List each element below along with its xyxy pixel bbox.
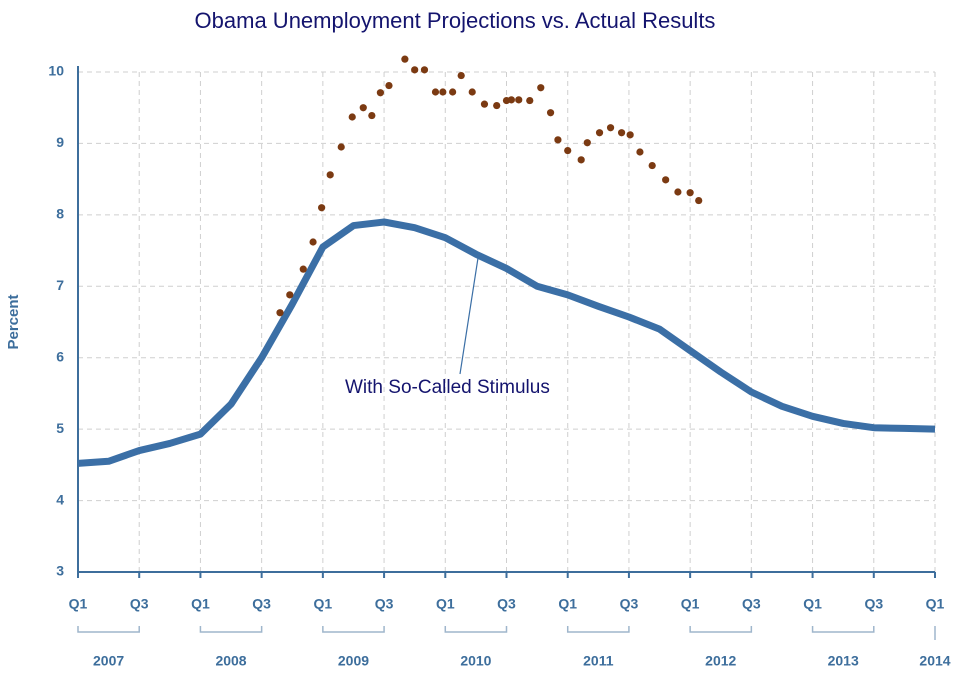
scatter-point xyxy=(493,101,501,110)
y-tick-label: 9 xyxy=(56,134,64,150)
year-label: 2007 xyxy=(93,653,124,669)
x-tick-label: Q1 xyxy=(926,596,945,612)
x-tick-label: Q1 xyxy=(436,596,455,612)
scatter-point xyxy=(299,265,307,273)
y-tick-label: 3 xyxy=(56,563,64,579)
x-tick-label: Q1 xyxy=(69,596,88,612)
scatter-point xyxy=(583,139,591,147)
year-bracket xyxy=(322,626,385,633)
scatter-point xyxy=(420,66,429,74)
year-label: 2010 xyxy=(460,653,491,669)
scatter-point xyxy=(385,81,393,90)
x-tick-label: Q3 xyxy=(742,596,761,612)
scatter-point xyxy=(468,88,476,96)
y-tick-label: 4 xyxy=(56,491,64,507)
x-tick-label: Q3 xyxy=(497,596,516,612)
scatter-point xyxy=(595,129,604,137)
year-bracket xyxy=(444,626,508,633)
year-label: 2009 xyxy=(338,653,369,669)
scatter-point xyxy=(348,113,356,121)
scatter-point xyxy=(411,66,419,74)
y-tick-label: 8 xyxy=(56,206,64,222)
annotation: With So-Called Stimulus xyxy=(345,377,550,398)
annotation-pointer xyxy=(459,257,479,375)
scatter-point xyxy=(431,88,440,96)
scatter-point xyxy=(526,96,534,105)
scatter-point xyxy=(617,129,626,137)
x-tick-label: Q3 xyxy=(252,596,271,612)
x-tick-label: Q3 xyxy=(864,596,883,612)
y-tick-label: 7 xyxy=(56,277,64,293)
scatter-point xyxy=(318,204,326,212)
chart-title: Obama Unemployment Projections vs. Actua… xyxy=(195,8,716,33)
y-axis-label: Percent xyxy=(5,294,22,349)
scatter-point xyxy=(376,89,384,97)
scatter-point xyxy=(457,71,465,80)
year-bracket xyxy=(199,626,263,633)
year-bracket xyxy=(811,626,875,633)
scatter-point xyxy=(577,156,585,164)
scatter-point xyxy=(674,188,682,196)
year-label: 2014 xyxy=(919,653,950,669)
year-bracket xyxy=(689,626,753,633)
scatter-point xyxy=(636,148,644,156)
x-tick-label: Q3 xyxy=(130,596,149,612)
scatter-point xyxy=(537,84,545,92)
scatter-point xyxy=(401,55,409,63)
scatter-point xyxy=(695,196,703,205)
scatter-point xyxy=(337,143,345,151)
year-bracket xyxy=(566,626,630,633)
scatter-point xyxy=(276,309,284,317)
scatter-point xyxy=(626,131,634,139)
scatter-point xyxy=(309,238,317,246)
year-bracket xyxy=(77,626,140,633)
scatter-point xyxy=(507,96,515,104)
scatter-point xyxy=(439,88,447,96)
scatter-point xyxy=(546,109,555,117)
scatter-point xyxy=(326,171,334,179)
y-tick-label: 6 xyxy=(56,348,64,364)
scatter-point xyxy=(686,189,694,197)
year-label: 2011 xyxy=(583,653,614,669)
x-tick-label: Q1 xyxy=(681,596,700,612)
scatter-point xyxy=(368,111,376,120)
scatter-point xyxy=(359,104,367,112)
year-label: 2013 xyxy=(828,653,859,669)
year-label: 2008 xyxy=(215,653,246,669)
x-tick-label: Q1 xyxy=(803,596,822,612)
x-tick-label: Q1 xyxy=(191,596,210,612)
line-series xyxy=(77,218,936,467)
x-tick-label: Q1 xyxy=(314,596,333,612)
scatter-point xyxy=(449,88,457,96)
x-tick-label: Q3 xyxy=(375,596,394,612)
scatter-point xyxy=(564,146,572,155)
scatter-point xyxy=(515,96,523,104)
scatter-point xyxy=(606,124,615,132)
scatter-point xyxy=(554,136,562,144)
scatter-point xyxy=(480,100,489,108)
year-label: 2012 xyxy=(705,653,736,669)
scatter-point xyxy=(662,176,670,184)
scatter-point xyxy=(286,291,294,299)
y-tick-label: 10 xyxy=(48,63,64,79)
x-tick-label: Q1 xyxy=(558,596,577,612)
x-tick-label: Q3 xyxy=(620,596,639,612)
scatter-point xyxy=(648,161,656,170)
y-tick-label: 5 xyxy=(56,420,64,436)
